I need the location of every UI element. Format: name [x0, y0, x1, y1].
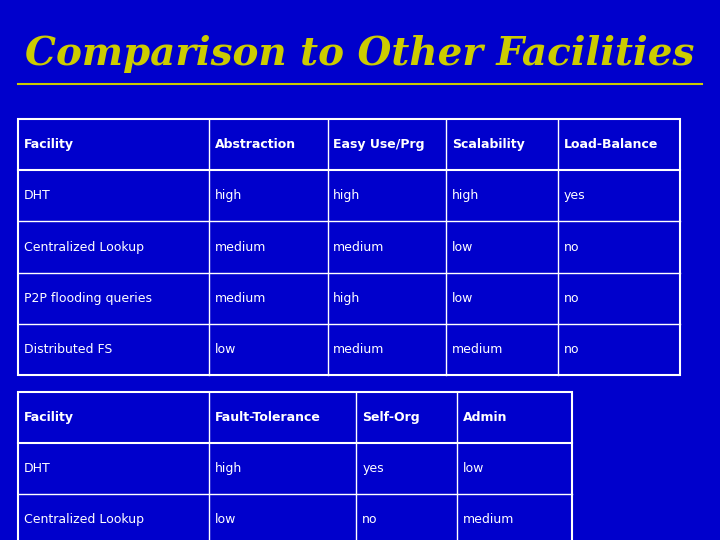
Text: no: no — [564, 343, 580, 356]
Text: low: low — [452, 240, 474, 254]
Text: medium: medium — [215, 292, 266, 305]
Text: Scalability: Scalability — [452, 138, 525, 151]
Text: DHT: DHT — [24, 189, 50, 202]
Text: no: no — [362, 513, 378, 526]
Text: Centralized Lookup: Centralized Lookup — [24, 513, 144, 526]
Text: Fault-Tolerance: Fault-Tolerance — [215, 410, 320, 424]
Bar — [18, 119, 680, 375]
Text: Abstraction: Abstraction — [215, 138, 296, 151]
Text: medium: medium — [333, 240, 384, 254]
Text: Facility: Facility — [24, 410, 73, 424]
Text: low: low — [215, 513, 236, 526]
Text: high: high — [215, 189, 242, 202]
Text: yes: yes — [362, 462, 384, 475]
Bar — [18, 392, 572, 540]
Text: low: low — [463, 462, 485, 475]
Text: medium: medium — [463, 513, 514, 526]
Text: high: high — [333, 189, 361, 202]
Text: P2P flooding queries: P2P flooding queries — [24, 292, 152, 305]
Text: Admin: Admin — [463, 410, 508, 424]
Text: low: low — [215, 343, 236, 356]
Text: Load-Balance: Load-Balance — [564, 138, 658, 151]
Text: Easy Use/Prg: Easy Use/Prg — [333, 138, 425, 151]
Text: Centralized Lookup: Centralized Lookup — [24, 240, 144, 254]
Text: high: high — [215, 462, 242, 475]
Text: Facility: Facility — [24, 138, 73, 151]
Text: no: no — [564, 240, 580, 254]
Text: Self-Org: Self-Org — [362, 410, 420, 424]
Text: high: high — [452, 189, 480, 202]
Text: Comparison to Other Facilities: Comparison to Other Facilities — [25, 35, 695, 73]
Text: DHT: DHT — [24, 462, 50, 475]
Text: no: no — [564, 292, 580, 305]
Text: medium: medium — [452, 343, 503, 356]
Text: high: high — [333, 292, 361, 305]
Text: medium: medium — [215, 240, 266, 254]
Text: yes: yes — [564, 189, 585, 202]
Text: medium: medium — [333, 343, 384, 356]
Text: Distributed FS: Distributed FS — [24, 343, 112, 356]
Text: low: low — [452, 292, 474, 305]
